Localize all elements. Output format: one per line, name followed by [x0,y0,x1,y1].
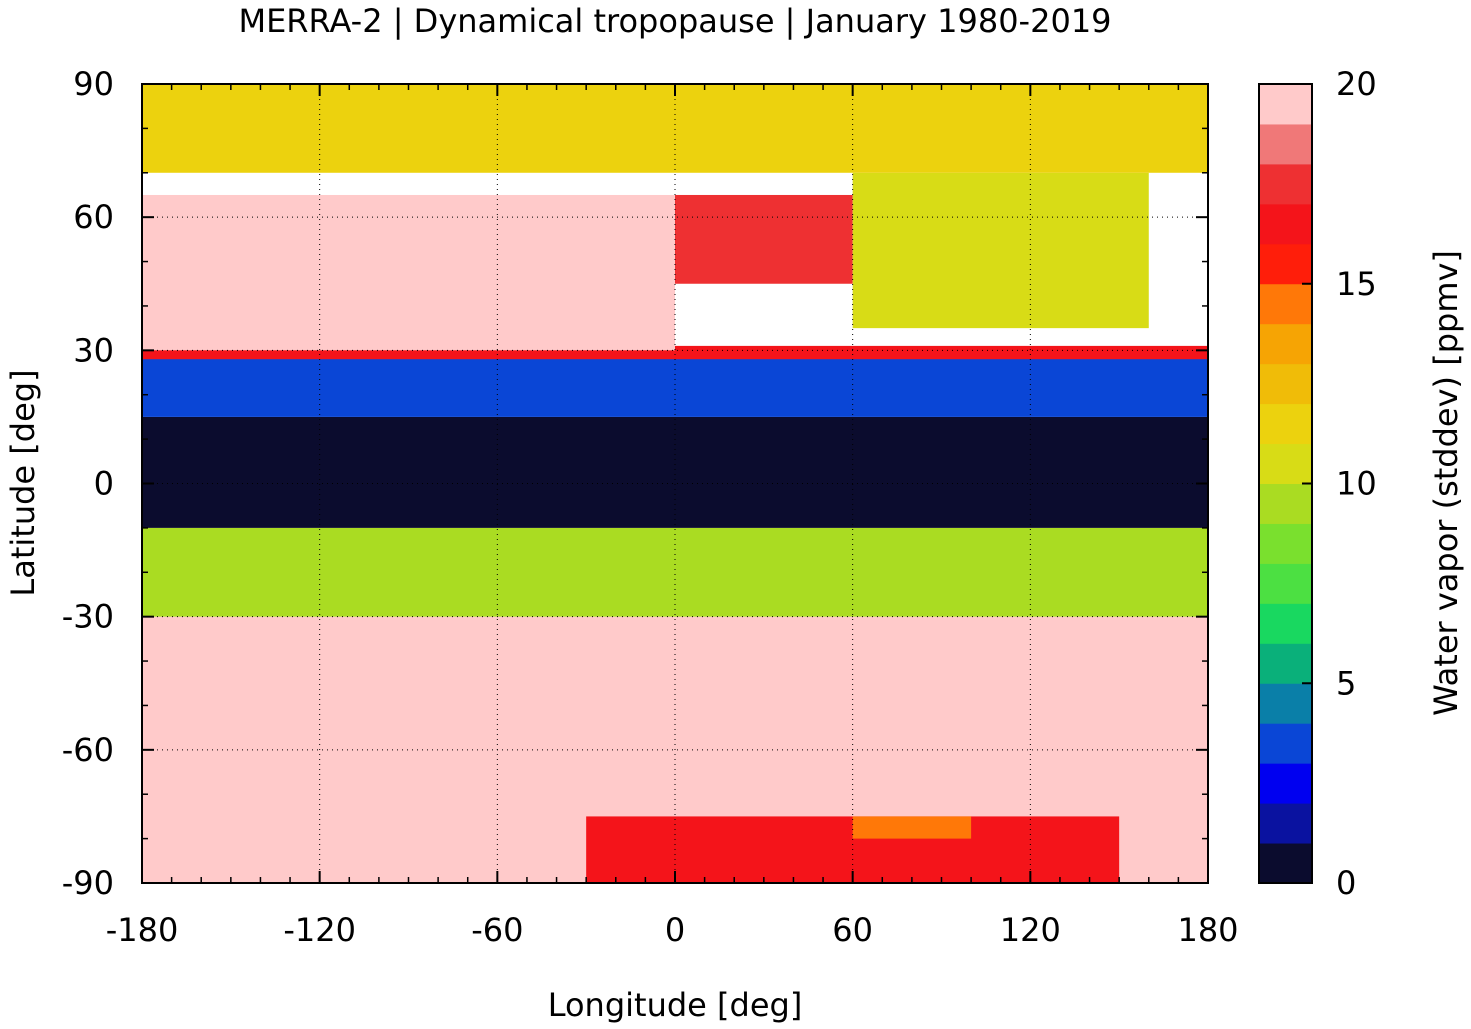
colorbar-level [1259,443,1312,484]
heatmap-region [142,350,1208,417]
colorbar [1259,84,1312,884]
colorbar-level [1259,363,1312,405]
heatmap-region [142,84,1208,173]
heatmap-region [852,816,972,839]
colorbar-level [1259,723,1312,764]
y-tick-label: 60 [73,198,114,236]
colorbar-ticks: 0 5 10 15 20 [1302,65,1377,902]
y-tick-label: 0 [94,465,114,503]
colorbar-level [1259,163,1312,205]
colorbar-level [1259,123,1312,165]
colorbar-level [1259,283,1312,325]
y-tick-label: 30 [73,331,114,369]
heatmap-region [852,172,1149,329]
colorbar-level [1259,843,1312,884]
x-tick-label: 180 [1177,911,1238,949]
chart-title: MERRA-2 | Dynamical tropopause | January… [238,2,1111,40]
heatmap-region [675,194,853,284]
x-tick-label: 0 [665,911,685,949]
colorbar-level [1259,84,1312,125]
y-axis-label: Latitude [deg] [4,369,42,596]
colorbar-level [1259,643,1312,684]
colorbar-level [1259,803,1312,844]
y-tick-label: -90 [62,864,114,902]
x-tick-label: 60 [832,911,873,949]
x-tick-label: -180 [106,911,179,949]
heatmap-region [142,527,1208,617]
y-tick-label: -60 [62,731,114,769]
colorbar-level [1259,323,1312,365]
heatmap-region [142,194,675,351]
colorbar-level [1259,203,1312,245]
x-tick-label: -120 [283,911,356,949]
colorbar-tick-label: 5 [1336,664,1356,702]
x-axis-ticks: -180 -120 -60 0 60 120 180 [106,84,1239,949]
colorbar-level [1259,683,1312,724]
x-tick-label: 120 [1000,911,1061,949]
colorbar-tick-label: 0 [1336,864,1356,902]
colorbar-tick-label: 20 [1336,65,1377,103]
colorbar-level [1259,763,1312,804]
y-axis-ticks: 90 60 30 0 -30 -60 -90 [62,65,1208,902]
y-tick-label: 90 [73,65,114,103]
colorbar-level [1259,403,1312,445]
colorbar-level [1259,563,1312,604]
colorbar-level [1259,603,1312,644]
gridlines [142,84,1208,883]
colorbar-label: Water vapor (stddev) [ppmv] [1427,250,1465,716]
colorbar-level [1259,523,1312,564]
heatmap-region [142,416,1208,528]
colorbar-level [1259,483,1312,524]
heatmap-field [142,84,1208,883]
colorbar-tick-label: 10 [1336,465,1377,503]
colorbar-tick-label: 15 [1336,265,1377,303]
x-tick-label: -60 [471,911,523,949]
x-axis-label: Longitude [deg] [548,986,803,1024]
colorbar-level [1259,243,1312,285]
y-tick-label: -30 [62,598,114,636]
